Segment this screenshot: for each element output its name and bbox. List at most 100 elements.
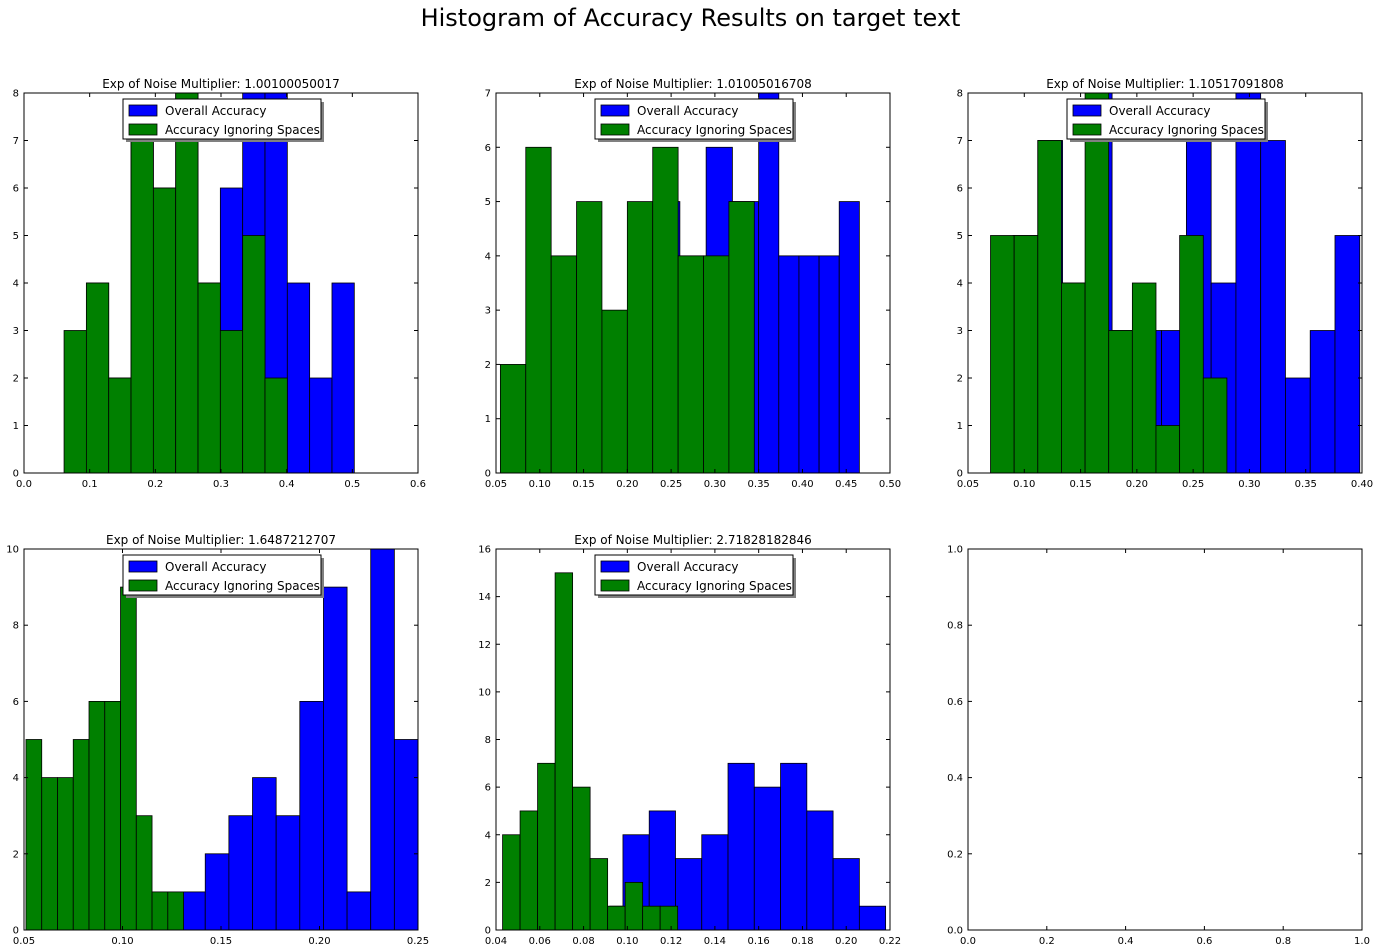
- bar-overall: [1285, 377, 1311, 473]
- x-tick-label: 0.40: [791, 479, 813, 490]
- subplot-title: Exp of Noise Multiplier: 1.6487212707: [106, 533, 336, 547]
- x-tick-label: 0.1: [82, 479, 98, 490]
- x-tick-label: 0.4: [279, 479, 295, 490]
- plot-area: [968, 549, 1362, 930]
- x-tick-label: 0.05: [13, 936, 35, 947]
- x-tick-label: 0.22: [879, 936, 901, 947]
- bar-ignoring: [519, 810, 538, 930]
- x-tick-label: 0.12: [660, 936, 682, 947]
- bar-ignoring: [652, 146, 679, 473]
- bar-ignoring: [554, 572, 574, 930]
- y-tick-label: 3: [957, 326, 963, 337]
- x-tick-label: 0.18: [791, 936, 813, 947]
- bar-overall: [204, 853, 230, 930]
- bar-ignoring: [25, 739, 43, 930]
- axes-frame: [967, 548, 1363, 931]
- legend: Overall Accuracy Accuracy Ignoring Spaces: [122, 98, 324, 142]
- legend-label: Overall Accuracy: [1109, 104, 1210, 118]
- bar-overall: [838, 201, 860, 473]
- legend-swatch-ignoring: [128, 123, 158, 136]
- bar-overall: [727, 762, 755, 930]
- bar-overall: [299, 701, 324, 930]
- bar-overall: [798, 255, 820, 473]
- y-tick-label: 7: [485, 89, 491, 100]
- x-tick-label: 0.04: [485, 936, 507, 947]
- y-tick-label: 6: [485, 143, 491, 154]
- bar-overall: [832, 858, 860, 930]
- bars: [990, 93, 1361, 473]
- bars: [499, 93, 860, 473]
- figure-title: Histogram of Accuracy Results on target …: [420, 4, 961, 32]
- subplot-5: 0.04 0.06 0.08 0.10 0.12 0.14 0.16 0.18 0.20 0.22…: [478, 533, 901, 947]
- x-tick-label: 0.20: [308, 936, 330, 947]
- bar-ignoring: [728, 201, 755, 473]
- x-tick-label: 0.25: [407, 936, 429, 947]
- bar-overall: [701, 834, 729, 930]
- bar-ignoring: [525, 146, 552, 473]
- x-tick-label: 0.15: [210, 936, 232, 947]
- bar-ignoring: [1155, 425, 1181, 473]
- y-tick-label: 3: [13, 326, 19, 337]
- bar-ignoring: [626, 201, 654, 473]
- y-tick-label: 0.2: [947, 849, 963, 860]
- bar-ignoring: [219, 330, 244, 473]
- bars: [63, 93, 355, 473]
- x-tick-label: 0.05: [485, 479, 507, 490]
- x-tick-label: 0.25: [660, 479, 682, 490]
- bar-ignoring: [499, 364, 527, 473]
- bar-ignoring: [589, 858, 609, 930]
- y-tick-label: 8: [485, 735, 491, 746]
- bar-ignoring: [624, 881, 644, 930]
- legend: Overall Accuracy Accuracy Ignoring Spaces: [122, 554, 324, 598]
- x-tick-label: 0.16: [748, 936, 770, 947]
- y-tick-label: 0.6: [947, 697, 963, 708]
- bar-ignoring: [152, 187, 177, 473]
- x-tick-label: 0.0: [16, 479, 32, 490]
- y-tick-label: 0.4: [947, 773, 963, 784]
- bar-overall: [780, 762, 808, 930]
- subplot-2: 0.05 0.10 0.15 0.20 0.25 0.30 0.35 0.40 0.45 0.50…: [485, 77, 902, 490]
- bar-ignoring: [1037, 140, 1062, 473]
- y-tick-label: 2: [13, 374, 19, 385]
- subplot-title: Exp of Noise Multiplier: 1.00100050017: [102, 77, 340, 91]
- y-tick-label: 4: [13, 279, 19, 290]
- bar-ignoring: [104, 701, 121, 930]
- y-tick-label: 4: [13, 773, 19, 784]
- y-tick-label: 7: [13, 136, 19, 147]
- bar-ignoring: [1131, 282, 1157, 473]
- legend-label: Accuracy Ignoring Spaces: [637, 123, 792, 137]
- bar-ignoring: [1013, 235, 1039, 473]
- bar-ignoring: [572, 786, 591, 930]
- subplot-title: Exp of Noise Multiplier: 2.71828182846: [574, 533, 812, 547]
- bar-ignoring: [85, 282, 110, 473]
- legend-swatch-overall: [600, 560, 630, 573]
- bar-overall: [1334, 235, 1361, 473]
- bar-overall: [858, 905, 887, 930]
- subplot-title: Exp of Noise Multiplier: 1.01005016708: [574, 77, 812, 91]
- legend: Overall Accuracy Accuracy Ignoring Spaces: [594, 98, 796, 142]
- legend-label: Accuracy Ignoring Spaces: [637, 579, 792, 593]
- subplot-3: 0.05 0.10 0.15 0.20 0.25 0.30 0.35 0.40 0 1 2 3 4 5 6 7…: [957, 77, 1374, 490]
- y-tick-label: 1.0: [947, 545, 963, 556]
- legend-label: Overall Accuracy: [165, 104, 266, 118]
- y-tick-label: 0: [485, 469, 491, 480]
- legend-swatch-overall: [128, 560, 158, 573]
- bar-overall: [778, 255, 800, 473]
- legend-label: Overall Accuracy: [637, 560, 738, 574]
- x-tick-label: 0.20: [616, 479, 638, 490]
- bar-ignoring: [120, 586, 137, 930]
- y-tick-label: 8: [13, 621, 19, 632]
- x-tick-label: 0.3: [213, 479, 229, 490]
- x-tick-label: 0.0: [960, 936, 976, 947]
- bar-overall: [275, 815, 301, 930]
- bar-ignoring: [1202, 377, 1228, 473]
- bar-overall: [753, 786, 781, 930]
- bar-ignoring: [537, 762, 556, 930]
- bar-ignoring: [607, 905, 626, 930]
- bar-overall: [806, 810, 834, 930]
- bar-ignoring: [1084, 93, 1110, 473]
- legend-swatch-overall: [600, 104, 630, 117]
- bar-ignoring: [990, 235, 1015, 473]
- y-tick-label: 7: [957, 136, 963, 147]
- legend-label: Overall Accuracy: [165, 560, 266, 574]
